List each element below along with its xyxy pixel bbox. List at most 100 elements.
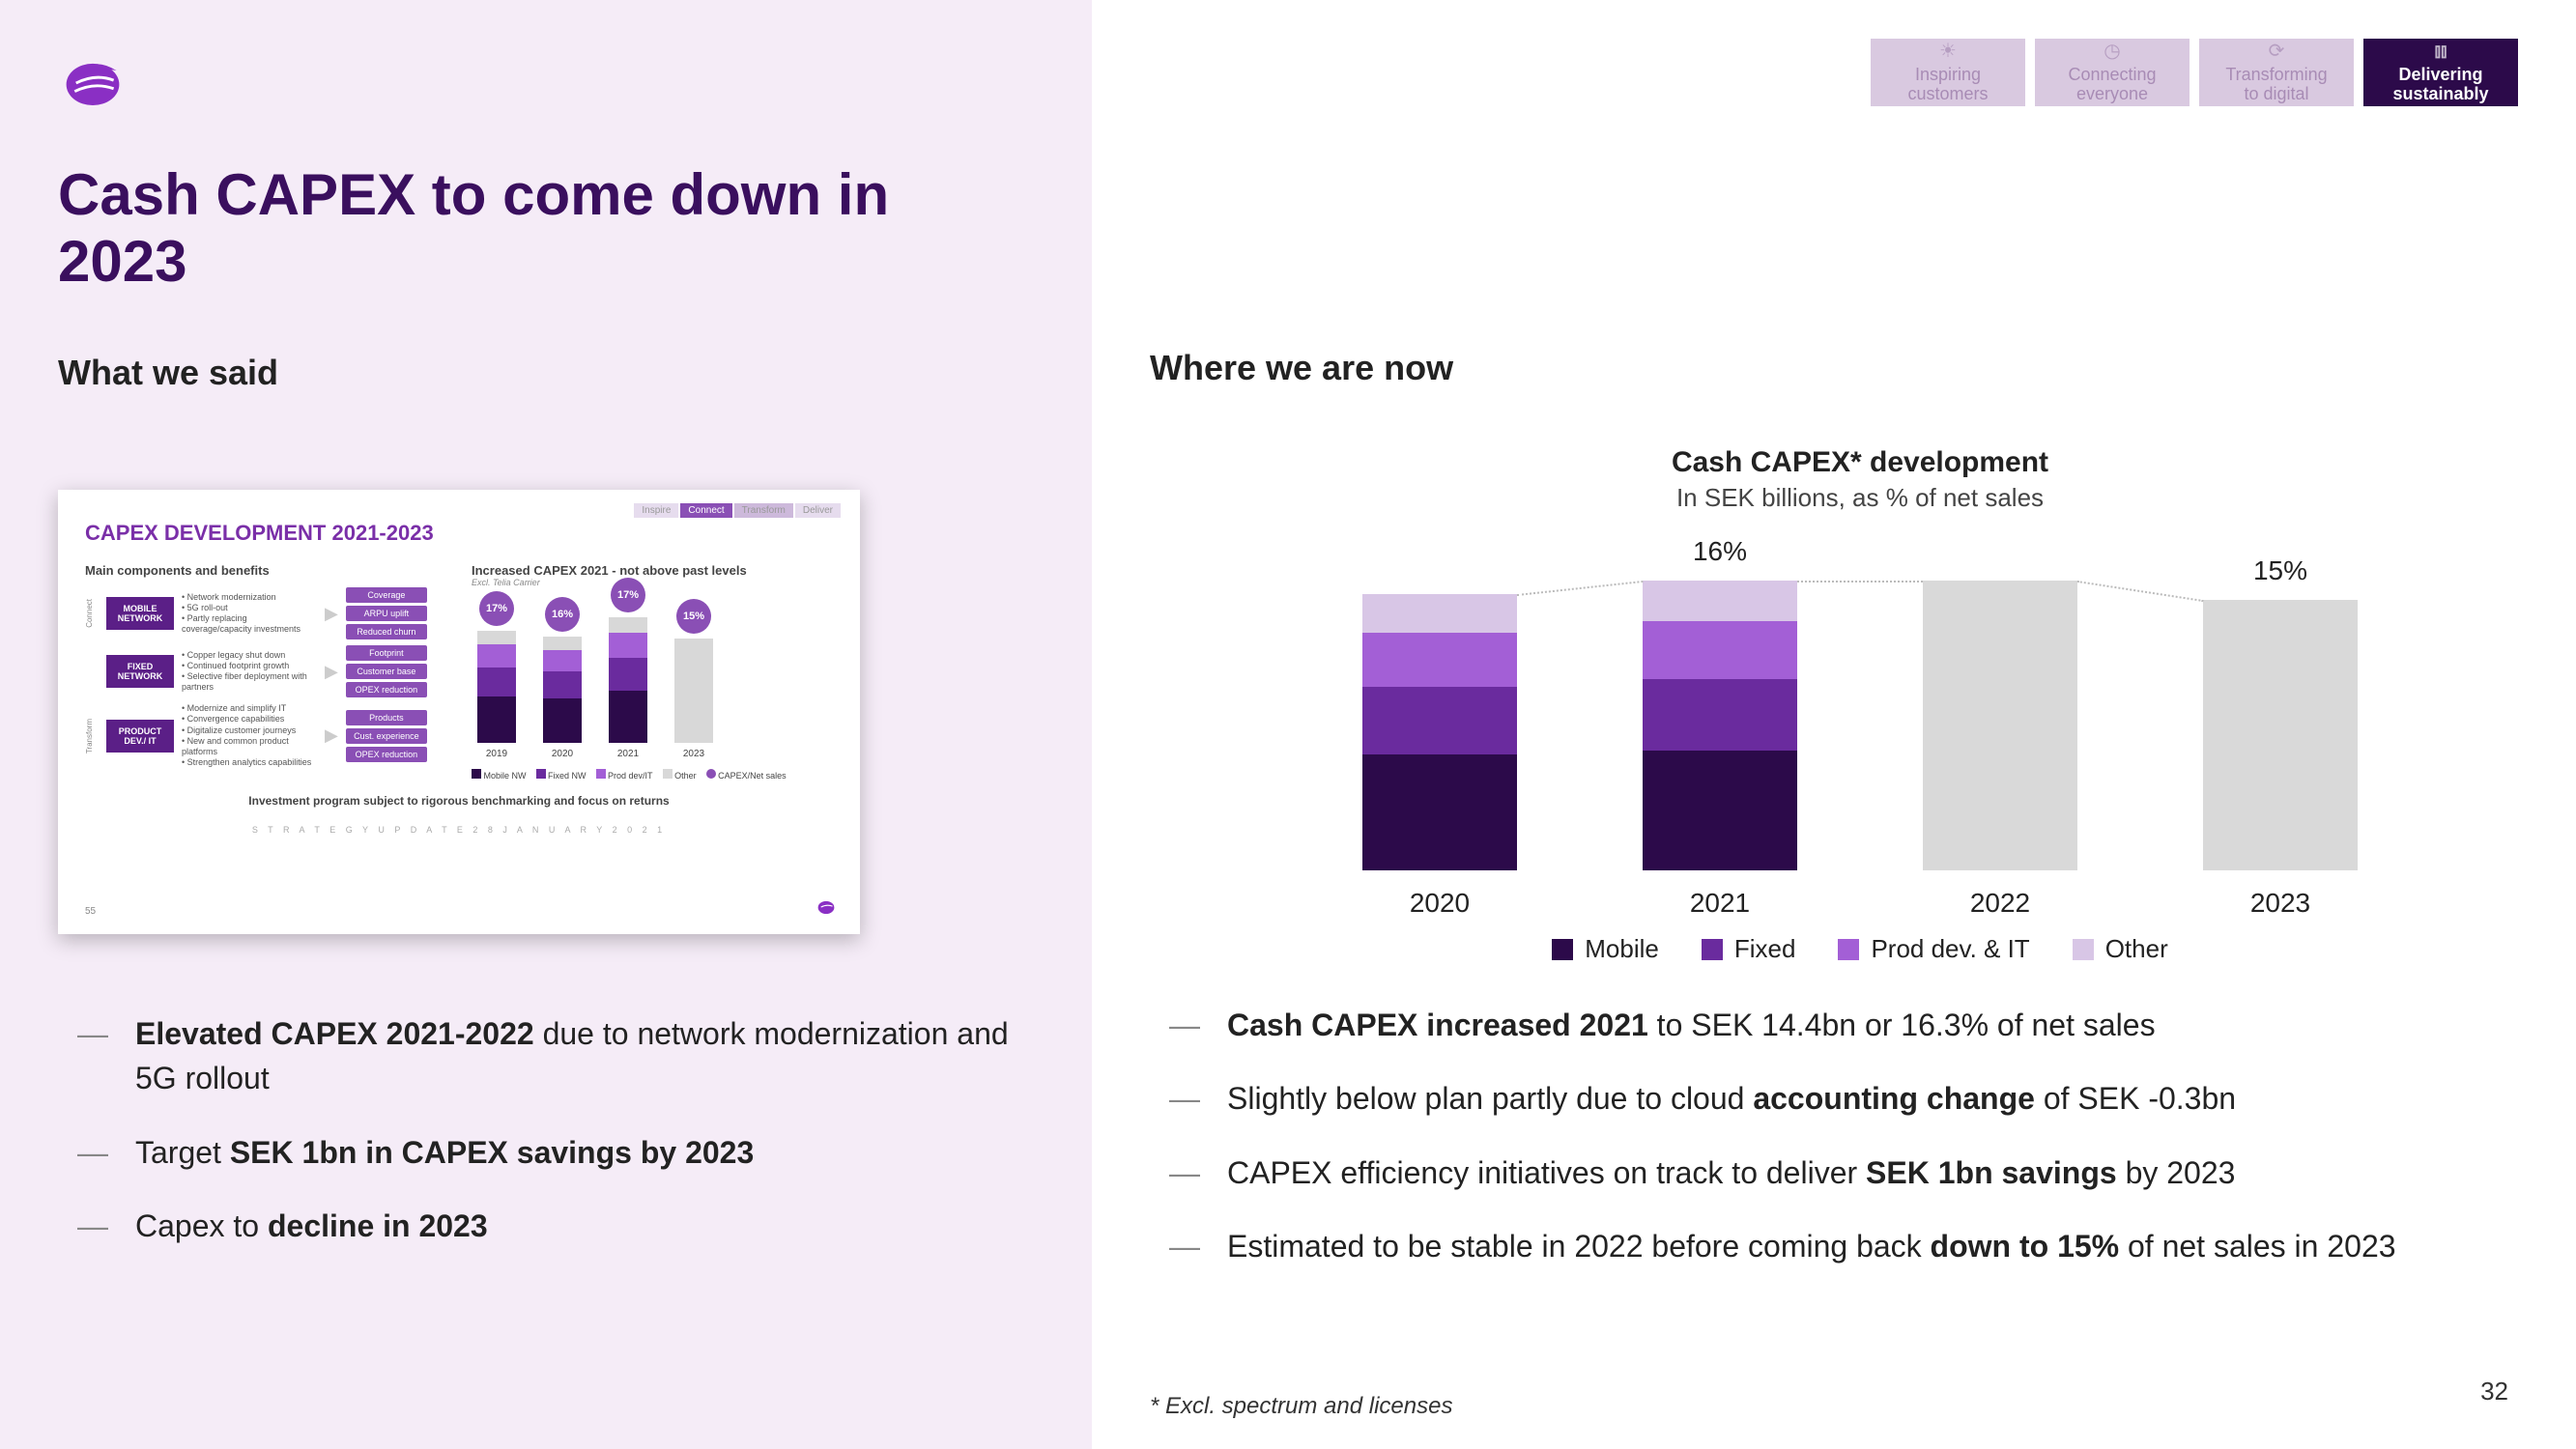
bar-stack [1923, 581, 2077, 870]
arrow-icon: ▶ [325, 662, 338, 682]
chart-title: Cash CAPEX* development [1362, 446, 2358, 479]
thumb-bullets: • Copper legacy shut down• Continued foo… [182, 650, 317, 694]
bullet-item: Capex to decline in 2023 [77, 1204, 1034, 1248]
thumb-tags: FootprintCustomer baseOPEX reduction [346, 645, 427, 697]
thumb-tag: OPEX reduction [346, 747, 427, 762]
thumb-tag: Products [346, 710, 427, 725]
thumb-category-box: FIXED NETWORK [106, 655, 174, 688]
thumb-right-col: Increased CAPEX 2021 - not above past le… [472, 563, 833, 781]
nav-pill[interactable]: ⟳ Transformingto digital [2199, 39, 2354, 106]
pill-icon: ◷ [2104, 41, 2120, 62]
thumb-seg [477, 631, 516, 644]
legend-item: Fixed [1702, 934, 1796, 964]
thumb-pct-bubble: 17% [611, 578, 645, 612]
bar-stack [1643, 581, 1797, 870]
thumb-bar-stack [477, 631, 516, 743]
seg-mobile [1643, 751, 1797, 870]
nav-pill[interactable]: ☀ Inspiringcustomers [1871, 39, 2025, 106]
thumb-seg [609, 633, 647, 658]
bar-group: 15% [2203, 600, 2358, 870]
bullet-item: Target SEK 1bn in CAPEX savings by 2023 [77, 1130, 1034, 1175]
thumb-tag: Customer base [346, 664, 427, 679]
thumb-pct-bubble: 16% [545, 597, 580, 632]
left-panel: Cash CAPEX to come down in 2023 What we … [0, 0, 1092, 1449]
x-label: 2022 [1923, 888, 2077, 919]
pill-line2: customers [1907, 85, 1988, 104]
thumb-tag: Coverage [346, 587, 427, 603]
thumb-seg [543, 671, 582, 698]
thumb-row: Connect MOBILE NETWORK • Network moderni… [85, 587, 452, 639]
thumb-page-number: 55 [85, 906, 96, 917]
right-section-heading: Where we are now [1150, 348, 2518, 388]
nav-pill[interactable]: ◷Connectingeveryone [2035, 39, 2190, 106]
thumb-tags: Coverage ARPU uplift Reduced churn [346, 587, 427, 639]
thumb-category-box: MOBILE NETWORK [106, 597, 174, 630]
x-label: 2020 [1362, 888, 1517, 919]
thumb-bar-group: 2020 [543, 637, 582, 759]
bar-group [1923, 581, 2077, 870]
thumb-tab: Deliver [795, 503, 841, 518]
legend-swatch [1702, 939, 1723, 960]
thumb-bar-stack [674, 639, 713, 743]
pill-line1: Delivering [2398, 66, 2482, 85]
thumb-tags: Products Cust. experience OPEX reduction [346, 710, 427, 762]
thumb-tabs: Inspire Connect Transform Deliver [634, 503, 841, 518]
thumb-bar-group: 2019 [477, 631, 516, 759]
thumb-bar-stack [543, 637, 582, 743]
pill-line1: Transforming [2225, 66, 2327, 85]
footnote: * Excl. spectrum and licenses [1150, 1393, 1452, 1420]
chart-x-labels: 2020202120222023 [1362, 888, 2358, 919]
pill-line2: sustainably [2392, 85, 2488, 104]
thumb-footer: Investment program subject to rigorous b… [85, 794, 833, 808]
nav-pill[interactable]: ⫾⫾Deliveringsustainably [2363, 39, 2518, 106]
legend-label: Other [2105, 934, 2168, 964]
pill-line2: to digital [2244, 85, 2308, 104]
pill-icon: ⟳ [2269, 41, 2285, 62]
thumb-tag: Reduced churn [346, 624, 427, 639]
connector-line [1797, 581, 1923, 582]
bullet-item: Cash CAPEX increased 2021 to SEK 14.4bn … [1169, 1003, 2518, 1047]
thumb-seg [609, 617, 647, 633]
pct-label: 16% [1643, 536, 1797, 567]
thumb-seg [543, 650, 582, 671]
seg-future [2203, 600, 2358, 870]
seg-mobile [1362, 754, 1517, 870]
nav-pills: ☀ Inspiringcustomers ◷Connectingeveryone ⟳ T… [1871, 39, 2518, 106]
thumbnail-slide: Inspire Connect Transform Deliver CAPEX … [58, 490, 860, 934]
seg-other [1362, 594, 1517, 633]
thumb-legend-item: CAPEX/Net sales [706, 769, 787, 781]
arrow-icon: ▶ [325, 604, 338, 624]
bullet-item: CAPEX efficiency initiatives on track to… [1169, 1151, 2518, 1195]
pill-line1: Inspiring [1915, 66, 1981, 85]
chart-subtitle: In SEK billions, as % of net sales [1362, 483, 2358, 513]
bullet-item: Slightly below plan partly due to cloud … [1169, 1076, 2518, 1121]
arrow-icon: ▶ [325, 725, 338, 746]
thumb-row: Transform PRODUCT DEV./ IT • Modernize a… [85, 703, 452, 769]
thumb-seg [543, 637, 582, 650]
thumb-legend-item: Prod dev/IT [596, 769, 653, 781]
x-label: 2023 [2203, 888, 2358, 919]
thumb-tag: ARPU uplift [346, 606, 427, 621]
thumb-bar-group: 2023 [674, 639, 713, 759]
page-number: 32 [2480, 1377, 2508, 1406]
thumb-pct-bubble: 15% [676, 599, 711, 634]
seg-prod [1643, 621, 1797, 679]
thumb-title: CAPEX DEVELOPMENT 2021-2023 [85, 521, 833, 546]
thumb-legend-item: Mobile NW [472, 769, 527, 781]
thumb-tab: Inspire [634, 503, 678, 518]
thumb-tab: Connect [680, 503, 731, 518]
thumb-year: 2021 [617, 749, 639, 759]
legend-item: Prod dev. & IT [1838, 934, 2029, 964]
chart-legend: MobileFixedProd dev. & ITOther [1362, 934, 2358, 964]
thumb-seg [609, 658, 647, 691]
thumb-right-sub: Increased CAPEX 2021 - not above past le… [472, 563, 833, 578]
bar-group: 16% [1643, 581, 1797, 870]
pill-icon: ☀ [1939, 41, 1957, 62]
thumb-tag: OPEX reduction [346, 682, 427, 697]
legend-label: Fixed [1734, 934, 1796, 964]
thumb-left-sub: Main components and benefits [85, 563, 452, 578]
thumb-strap: S T R A T E G Y U P D A T E 2 8 J A N U … [85, 825, 833, 835]
thumb-logo [816, 896, 837, 921]
thumb-right-note: Excl. Telia Carrier [472, 578, 833, 587]
thumb-tag: Cust. experience [346, 728, 427, 744]
